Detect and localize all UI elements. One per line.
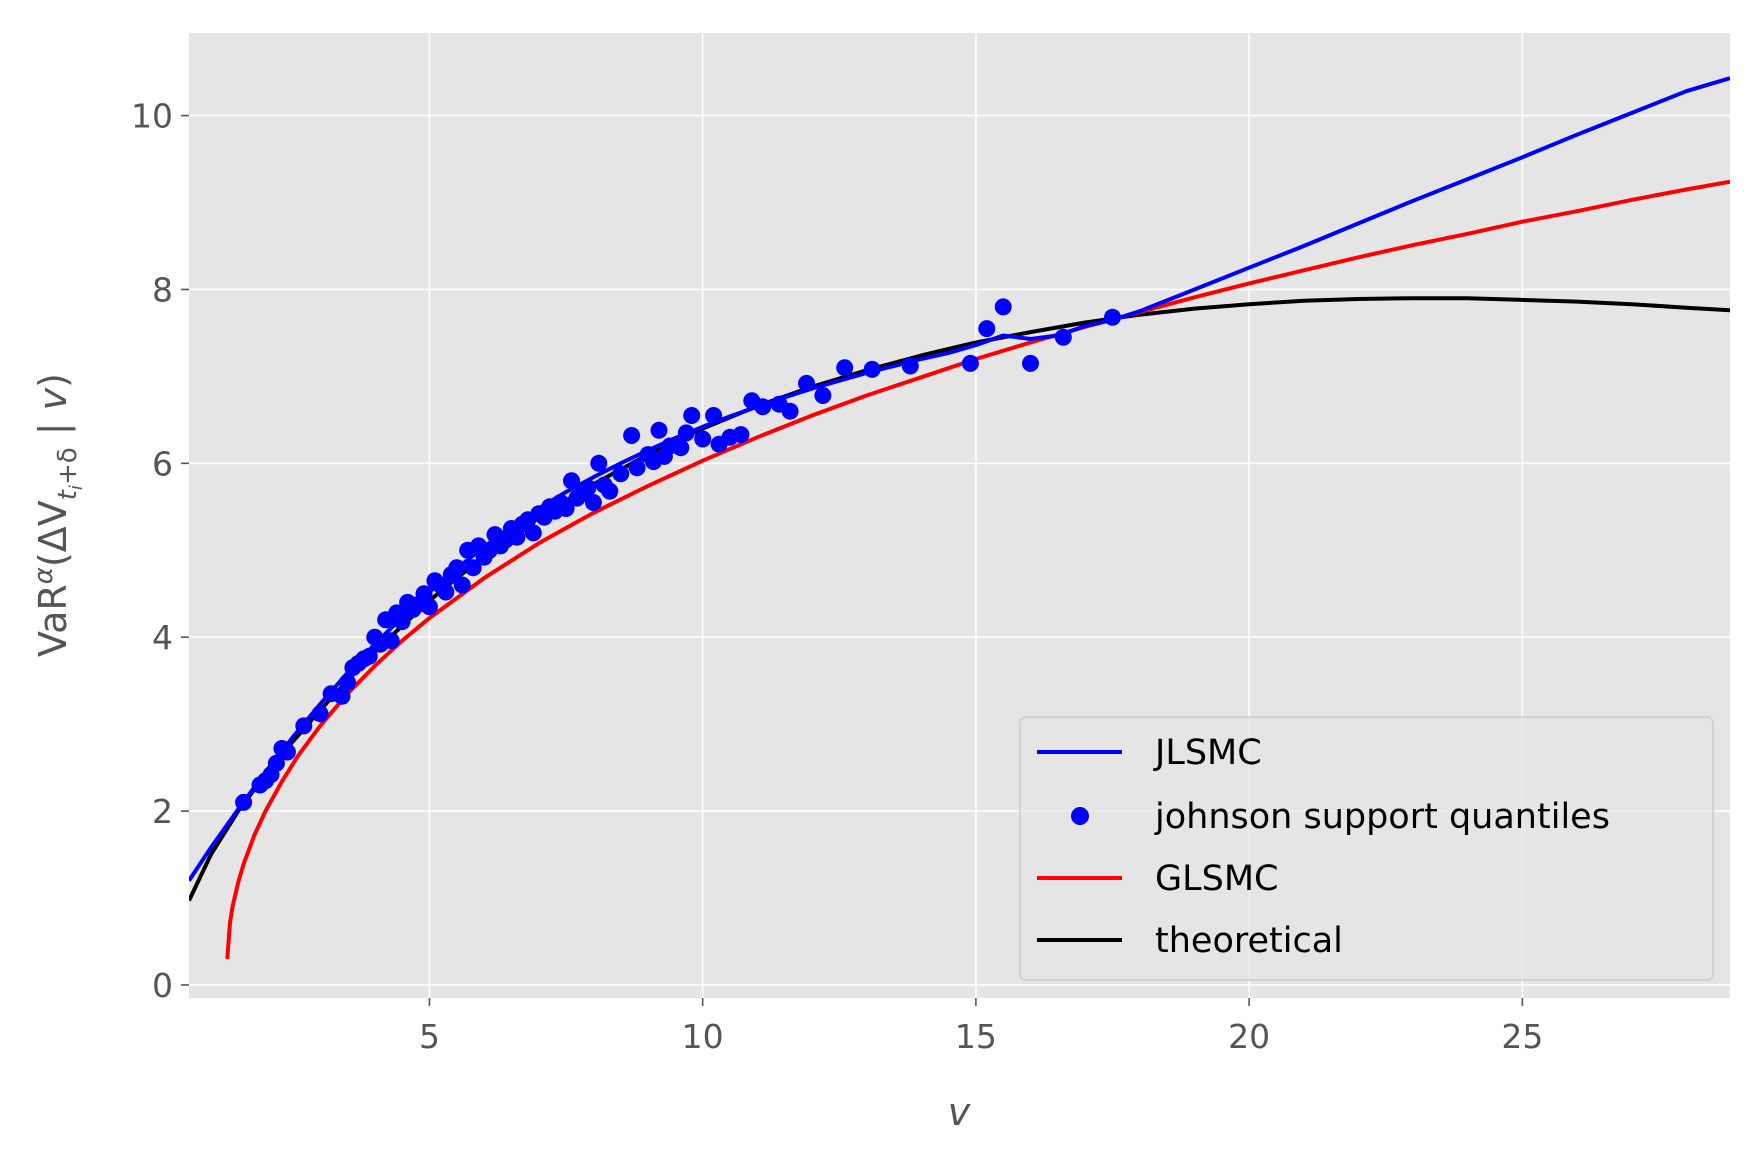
legend-label-glsmc: GLSMC	[1155, 859, 1278, 899]
scatter-point	[650, 421, 668, 439]
scatter-point	[672, 439, 690, 457]
y-tick-label: 8	[152, 270, 173, 309]
legend-label-johnson: johnson support quantiles	[1154, 797, 1610, 837]
scatter-point	[683, 407, 701, 424]
scatter-point	[814, 387, 832, 404]
scatter-point	[393, 613, 411, 631]
y-tick-label: 4	[152, 618, 173, 657]
x-axis-ticks: 5 10 15 20 25	[419, 998, 1543, 1056]
scatter-point	[836, 359, 854, 377]
scatter-point	[278, 743, 296, 761]
scatter-point	[601, 482, 619, 500]
scatter-point	[590, 454, 608, 472]
series-layer	[189, 76, 1730, 960]
scatter-point	[333, 687, 351, 705]
legend-swatch-johnson	[1071, 807, 1089, 825]
scatter-point	[235, 793, 253, 811]
legend-label-theoretical: theoretical	[1155, 921, 1343, 961]
scatter-point	[677, 424, 695, 442]
scatter-point	[267, 754, 285, 772]
x-tick-label: 15	[955, 1017, 997, 1056]
scatter-point	[961, 354, 979, 372]
scatter-point	[1022, 354, 1039, 372]
scatter-point	[623, 427, 641, 444]
scatter-point	[557, 500, 575, 517]
scatter-point	[360, 647, 378, 665]
x-tick-label: 25	[1501, 1017, 1543, 1056]
y-tick-label: 6	[152, 444, 173, 483]
x-tick-label: 5	[419, 1017, 440, 1056]
scatter-point	[295, 717, 313, 735]
x-tick-label: 20	[1228, 1017, 1270, 1056]
scatter-point	[694, 430, 712, 448]
scatter-point	[448, 559, 466, 577]
scatter-point	[901, 357, 919, 375]
scatter-point	[579, 479, 597, 497]
scatter-point	[420, 598, 438, 616]
scatter-point	[754, 398, 772, 416]
scatter-point	[311, 705, 329, 723]
scatter-point	[732, 426, 750, 444]
scatter-point	[464, 559, 482, 577]
legend: JLSMC johnson support quantiles GLSMC th…	[1019, 716, 1714, 981]
gridlines	[189, 33, 1730, 998]
y-axis-ticks: 0 2 4 6 8 10	[131, 97, 189, 1005]
scatter-point	[339, 673, 356, 691]
scatter-point	[978, 320, 996, 338]
scatter-point	[382, 632, 400, 650]
scatter-point	[415, 585, 433, 603]
scatter-point	[1054, 328, 1072, 346]
scatter-point	[563, 472, 580, 490]
y-tick-label: 0	[152, 966, 173, 1005]
y-tick-label: 10	[131, 97, 173, 136]
scatter-point	[612, 465, 630, 483]
scatter-point	[524, 524, 542, 542]
scatter-point	[798, 374, 815, 392]
scatter-point	[994, 298, 1012, 316]
legend-label-jlsmc: JLSMC	[1153, 733, 1262, 773]
y-tick-label: 2	[152, 792, 173, 831]
scatter-point	[584, 494, 602, 511]
scatter-point	[453, 576, 471, 594]
legend-box	[1019, 716, 1714, 981]
x-axis-label: v	[948, 1090, 971, 1134]
scatter-point	[508, 528, 526, 546]
scatter-point	[437, 583, 455, 601]
series-line-glsmc	[225, 179, 1730, 960]
scatter-point	[781, 402, 799, 420]
scatter-point	[863, 360, 881, 378]
y-axis-label: VaRα(ΔVti+δ | v)	[29, 373, 87, 657]
scatter-point	[705, 407, 723, 424]
scatter-point	[628, 459, 646, 477]
scatter-point	[1104, 308, 1121, 326]
x-tick-label: 10	[682, 1017, 724, 1056]
